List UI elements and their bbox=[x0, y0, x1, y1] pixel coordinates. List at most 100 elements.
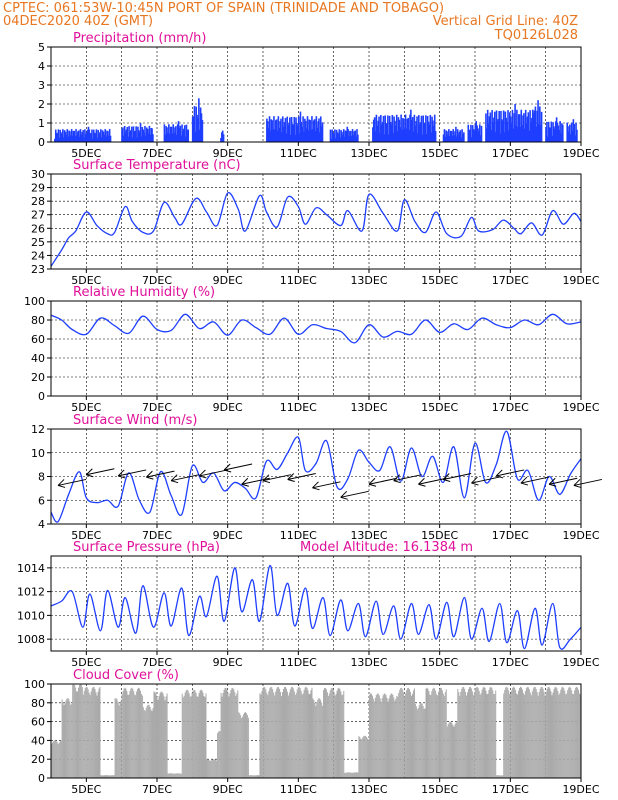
precip-bar bbox=[433, 126, 435, 142]
cloud-bar bbox=[356, 772, 358, 778]
cloud-bar bbox=[307, 690, 309, 778]
precip-bar bbox=[198, 98, 200, 142]
cloud-bar bbox=[468, 689, 469, 778]
cloud-bar bbox=[111, 775, 113, 778]
cloud-bar bbox=[457, 688, 459, 778]
precip-bar bbox=[198, 129, 201, 142]
precip-bar bbox=[181, 124, 183, 142]
cloud-bar bbox=[204, 697, 206, 778]
precip-bar bbox=[332, 132, 334, 142]
precip-bar bbox=[468, 129, 470, 142]
precip-bar bbox=[528, 130, 531, 142]
precip-bar bbox=[519, 127, 522, 142]
cloud-bar bbox=[207, 759, 209, 778]
cloud-bar bbox=[134, 694, 136, 778]
cloud-bar bbox=[565, 694, 567, 778]
precip-bar bbox=[58, 138, 61, 142]
cloud-bar bbox=[159, 693, 161, 778]
precip-bar bbox=[509, 116, 512, 142]
y-tick-label: 10 bbox=[31, 447, 45, 460]
cloud-bar bbox=[484, 687, 486, 778]
precip-bar bbox=[279, 121, 281, 142]
wind-barb-head bbox=[170, 474, 178, 482]
wind-barb-shaft bbox=[262, 474, 292, 482]
precip-bar bbox=[191, 116, 194, 142]
cloud-bar bbox=[379, 698, 381, 778]
cloud-bar bbox=[532, 688, 534, 778]
precip-bar bbox=[100, 129, 102, 142]
precip-bar bbox=[417, 133, 419, 142]
precip-bar bbox=[522, 115, 524, 142]
precip-bar bbox=[91, 129, 93, 142]
x-tick-label: 11DEC bbox=[280, 529, 317, 542]
panel-title: Surface Wind (m/s) bbox=[73, 413, 197, 428]
x-tick-label: 13DEC bbox=[350, 529, 387, 542]
precip-bar bbox=[510, 123, 513, 142]
cloud-bar bbox=[442, 693, 444, 778]
x-tick-label: 11DEC bbox=[280, 656, 317, 669]
cloud-bar bbox=[54, 740, 56, 778]
precip-bar bbox=[72, 130, 75, 142]
cloud-bar bbox=[274, 695, 276, 778]
precip-bar bbox=[451, 135, 454, 142]
cloud-bar bbox=[66, 698, 68, 778]
cloud-bar bbox=[194, 690, 196, 778]
cloud-bar bbox=[465, 691, 467, 778]
cloud-bar bbox=[61, 699, 63, 778]
cloud-bar bbox=[203, 695, 205, 778]
precip-bar bbox=[130, 126, 133, 142]
precip-bar bbox=[422, 115, 425, 142]
precip-bar bbox=[293, 116, 296, 142]
precip-bar bbox=[201, 119, 204, 142]
precip-bar bbox=[146, 128, 149, 142]
precip-bar bbox=[200, 113, 203, 142]
cloud-bar bbox=[355, 772, 357, 778]
cloud-bar bbox=[466, 695, 468, 778]
precip-bar bbox=[356, 129, 358, 142]
y-tick-label: 4 bbox=[38, 518, 45, 531]
cloud-bar bbox=[98, 688, 100, 778]
precip-bar bbox=[185, 124, 188, 142]
cloud-bar bbox=[346, 772, 348, 778]
precip-bar bbox=[179, 125, 182, 142]
x-tick-label: 5DEC bbox=[71, 401, 101, 414]
precip-bar bbox=[92, 129, 95, 142]
precip-bar bbox=[109, 135, 112, 142]
precip-bar bbox=[554, 128, 556, 142]
precip-bar bbox=[426, 116, 429, 142]
cloud-bar bbox=[211, 759, 213, 778]
cloud-bar bbox=[518, 690, 520, 778]
wind-barb-head bbox=[312, 487, 320, 491]
precip-bar bbox=[478, 131, 480, 142]
precip-bar bbox=[129, 131, 131, 142]
precip-bar bbox=[310, 129, 312, 142]
cloud-bar bbox=[411, 695, 412, 778]
precip-bar bbox=[568, 126, 570, 142]
precip-bar bbox=[555, 117, 558, 142]
precip-bar bbox=[453, 135, 455, 142]
cloud-bar bbox=[226, 689, 228, 778]
wind-barb-head bbox=[520, 476, 528, 484]
x-tick-label: 17DEC bbox=[492, 401, 529, 414]
precip-bar bbox=[271, 120, 273, 142]
precip-bar bbox=[524, 109, 527, 142]
cloud-bar bbox=[192, 690, 194, 778]
cloud-bar bbox=[453, 726, 455, 778]
cloud-bar bbox=[200, 689, 202, 778]
cloud-bar bbox=[432, 688, 434, 778]
precip-bar bbox=[497, 118, 500, 142]
cloud-bar bbox=[526, 686, 528, 778]
cloud-bar bbox=[333, 691, 335, 778]
precip-bar bbox=[559, 121, 561, 142]
precip-bar bbox=[540, 111, 543, 142]
cloud-bar bbox=[120, 700, 122, 778]
cloud-bar bbox=[396, 695, 398, 778]
cloud-bar bbox=[326, 692, 328, 778]
precip-bar bbox=[321, 122, 324, 142]
y-tick-label: 5 bbox=[38, 41, 45, 54]
x-tick-label: 17DEC bbox=[492, 147, 529, 160]
precip-bar bbox=[394, 120, 396, 142]
precip-bar bbox=[83, 137, 85, 142]
precip-bar bbox=[566, 122, 569, 142]
cloud-bar bbox=[214, 759, 216, 778]
